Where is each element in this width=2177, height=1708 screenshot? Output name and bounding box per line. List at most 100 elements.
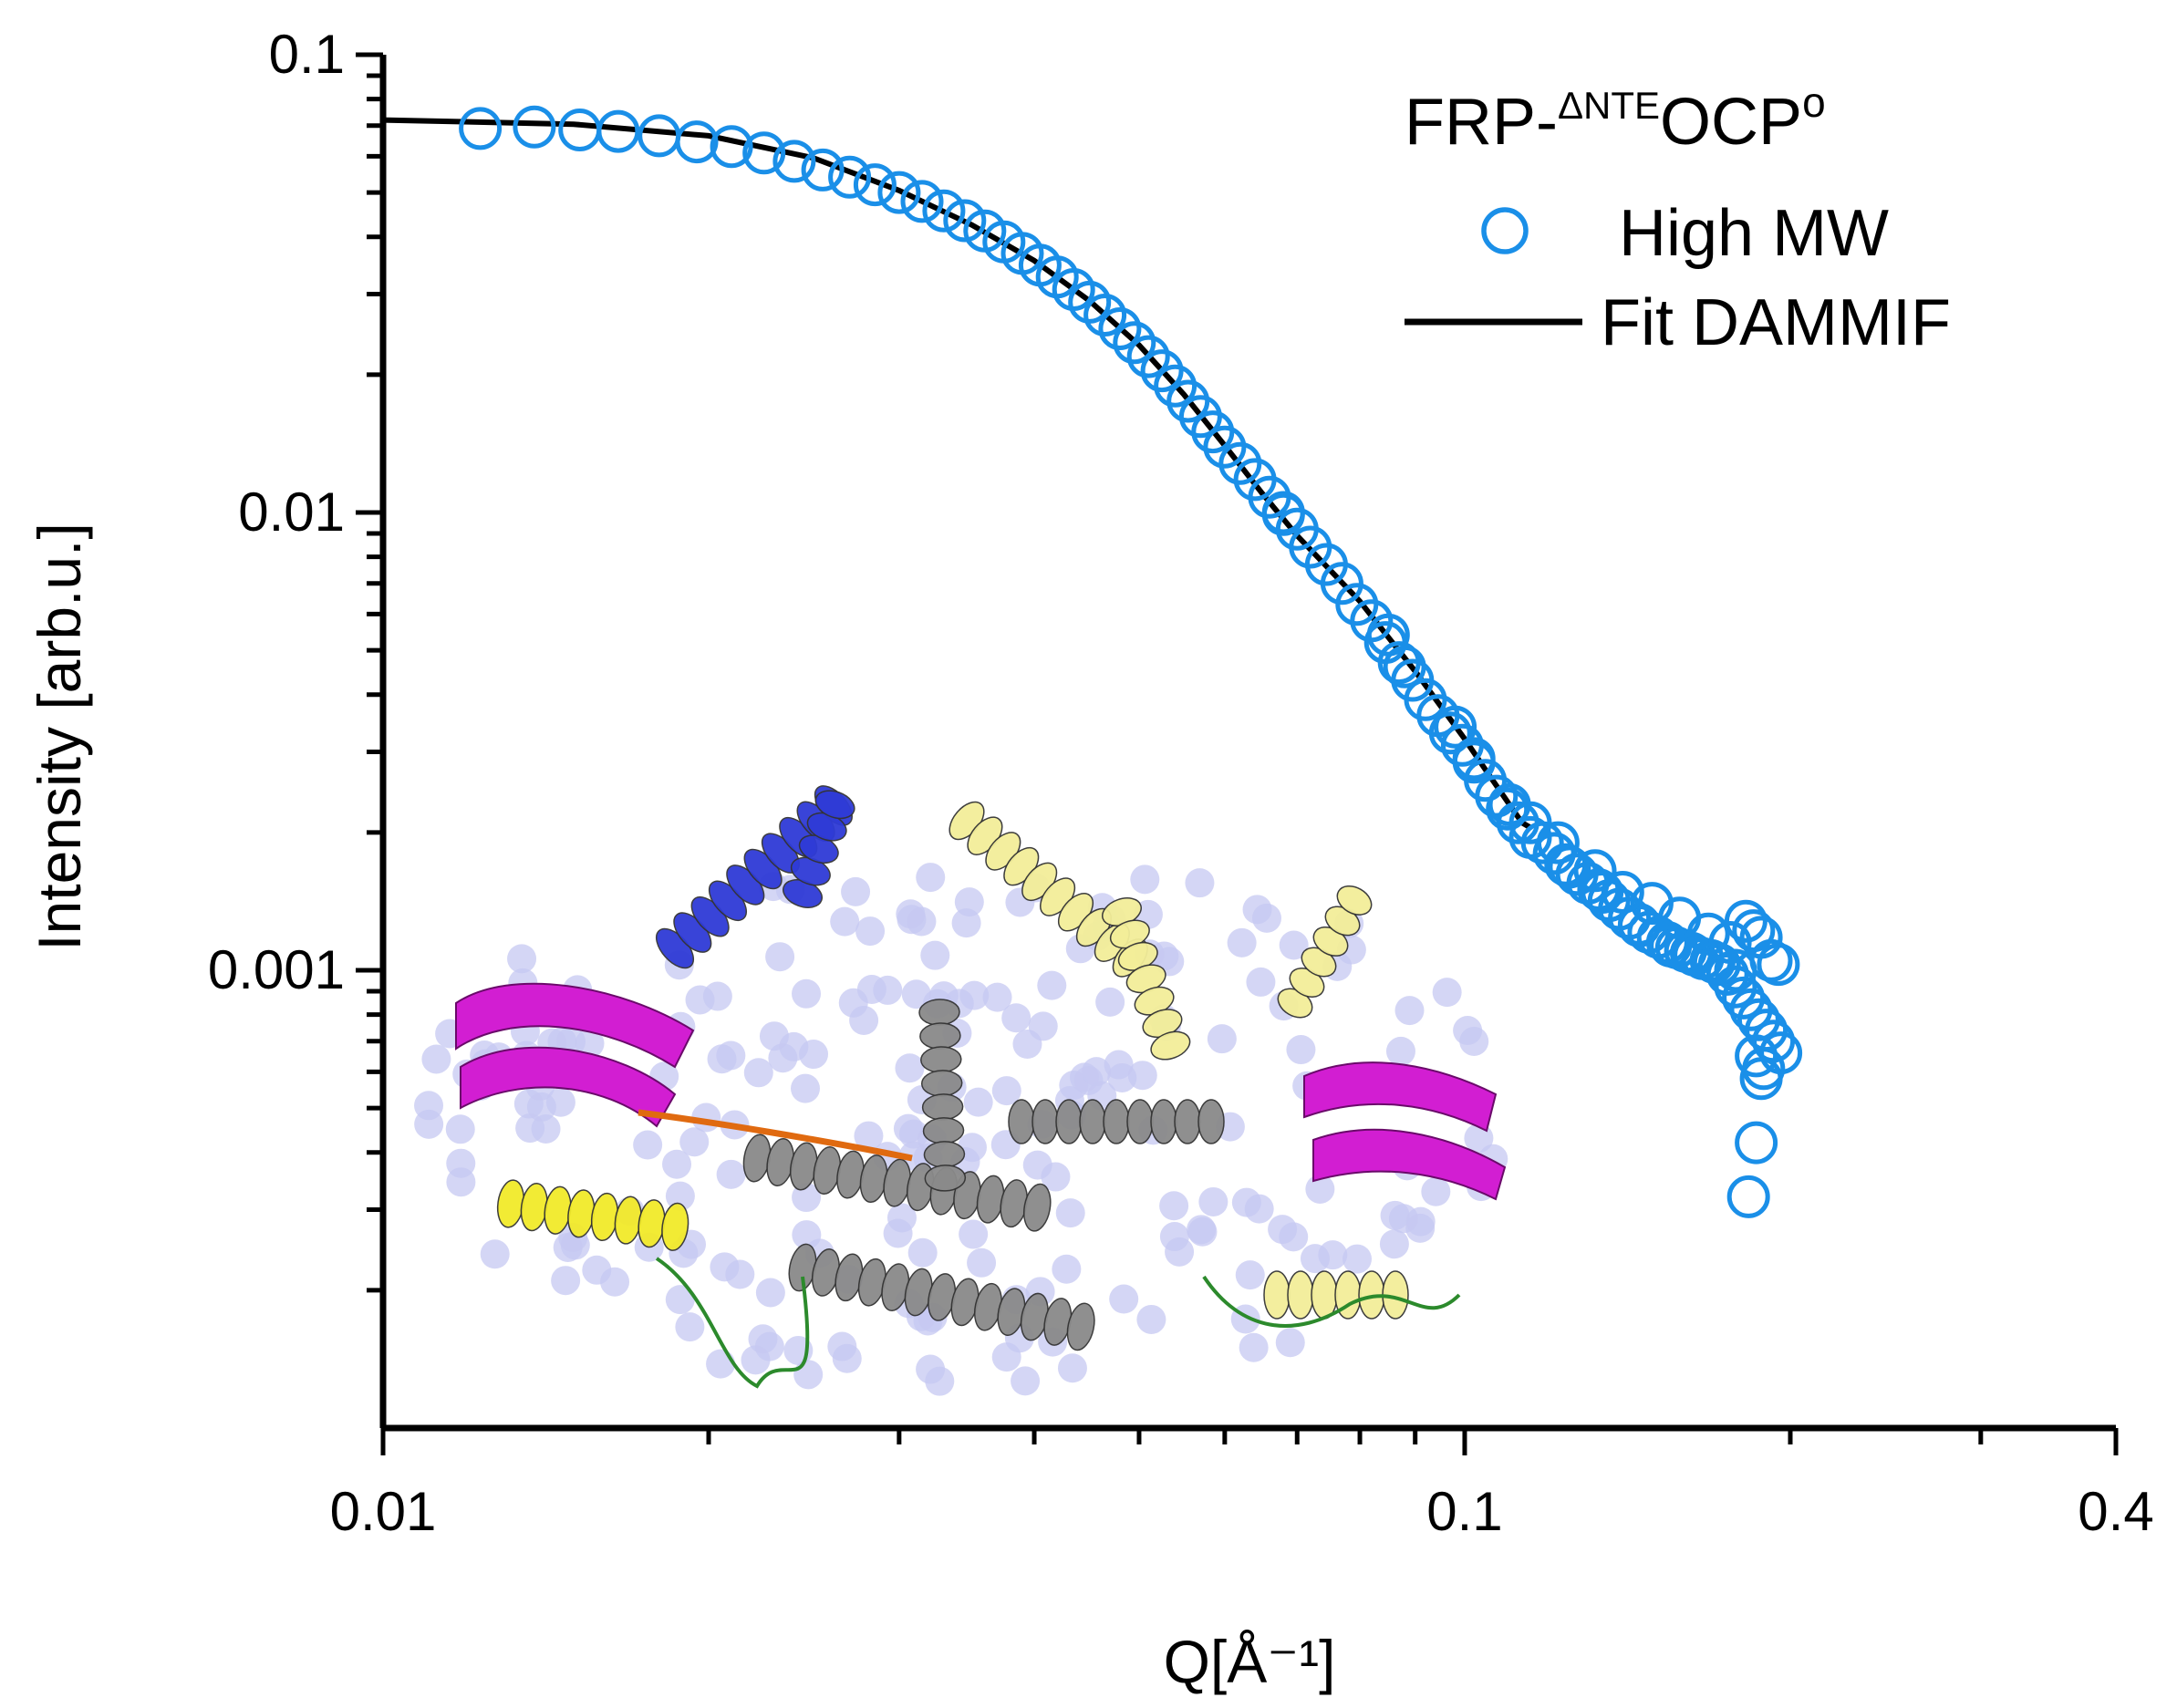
data-point bbox=[900, 180, 944, 223]
helix-gray-4-turn bbox=[1150, 1099, 1177, 1144]
data-point bbox=[1488, 782, 1531, 826]
data-point bbox=[1630, 882, 1674, 926]
bead-sphere bbox=[982, 982, 1012, 1012]
helix-gray-4-turn bbox=[1126, 1099, 1154, 1144]
fit-line-series bbox=[382, 117, 1532, 831]
data-point bbox=[1536, 821, 1580, 864]
helix-gray-3 bbox=[918, 999, 967, 1192]
bead-sphere bbox=[665, 1285, 695, 1315]
data-point bbox=[1068, 280, 1112, 324]
carotenoid-chain bbox=[638, 1109, 913, 1162]
data-point bbox=[772, 140, 816, 183]
helix-pale-yellow-4 bbox=[1277, 885, 1373, 1019]
bead-sphere bbox=[1037, 970, 1067, 1000]
bead-sphere bbox=[1268, 1215, 1298, 1245]
bead-sphere bbox=[1207, 1024, 1237, 1054]
data-point bbox=[1757, 943, 1800, 987]
x-tick-label: 0.4 bbox=[2078, 1481, 2153, 1542]
bead-sphere bbox=[446, 1148, 476, 1178]
helix-gray-3-turn bbox=[919, 1022, 961, 1050]
bead-sphere bbox=[1130, 864, 1160, 895]
helix-gray-3-turn bbox=[922, 1117, 965, 1144]
bead-sphere bbox=[445, 1114, 475, 1144]
helix-gray-4-turn bbox=[1079, 1099, 1106, 1144]
data-point bbox=[1083, 294, 1127, 336]
legend-marker-high-mw bbox=[1481, 207, 1529, 254]
y-tick-label: 0.1 bbox=[269, 24, 345, 85]
bead-sphere bbox=[1159, 1222, 1189, 1252]
bead-sphere bbox=[1109, 1284, 1139, 1314]
helix-gray-4-turn bbox=[1103, 1099, 1130, 1144]
y-ticks: 0.1 0.01 0.001 bbox=[208, 24, 383, 1293]
bead-sphere bbox=[743, 1058, 773, 1088]
y-tick-label: 0.01 bbox=[238, 481, 345, 543]
helix-pale-yellow-3 bbox=[1263, 1270, 1409, 1320]
bead-sphere bbox=[873, 975, 903, 1005]
helix-gray-3-turn bbox=[920, 1046, 962, 1073]
data-point bbox=[1113, 321, 1156, 365]
data-point bbox=[1649, 924, 1693, 968]
data-point bbox=[513, 105, 556, 149]
data-point bbox=[1154, 364, 1197, 408]
bead-sphere bbox=[421, 1044, 451, 1074]
bead-sphere bbox=[920, 940, 950, 970]
bead-sphere bbox=[1380, 1200, 1410, 1230]
helix-yellow-turn bbox=[661, 1202, 689, 1251]
bead-sphere bbox=[967, 1247, 997, 1278]
helix-yellow bbox=[496, 1179, 689, 1251]
data-point bbox=[1735, 1121, 1778, 1165]
bead-sphere bbox=[1001, 1003, 1031, 1033]
bead-sphere bbox=[1227, 927, 1257, 958]
bead-sphere bbox=[513, 1089, 544, 1119]
data-point bbox=[459, 107, 503, 150]
legend-title-sup2: o bbox=[1802, 78, 1826, 126]
bead-sphere bbox=[1342, 1244, 1373, 1274]
data-point bbox=[1475, 774, 1519, 818]
data-point bbox=[1742, 1047, 1786, 1091]
bead-sphere bbox=[1379, 1229, 1409, 1259]
helix-pale-yellow-3-turn bbox=[1311, 1270, 1338, 1320]
bead-sphere bbox=[838, 988, 868, 1018]
bead-sphere bbox=[675, 1312, 705, 1342]
bead-sphere bbox=[1136, 1304, 1166, 1334]
bead-sphere bbox=[1251, 903, 1281, 933]
beta-sheet-right bbox=[1303, 1061, 1498, 1133]
legend-label-high-mw: High MW bbox=[1619, 197, 1889, 270]
bead-sphere bbox=[951, 908, 981, 938]
bead-sphere bbox=[716, 1040, 746, 1071]
bead-sphere bbox=[1187, 1215, 1217, 1245]
helix-gray-4-turn bbox=[1008, 1099, 1035, 1144]
helix-pale-yellow-3-turn bbox=[1287, 1270, 1314, 1320]
bead-sphere bbox=[792, 978, 822, 1009]
x-tick-label: 0.1 bbox=[1426, 1481, 1502, 1542]
helix-gray-3-turn bbox=[921, 1093, 964, 1121]
helix-gray-3-turn bbox=[918, 999, 960, 1026]
bead-sphere bbox=[1028, 1011, 1058, 1041]
x-ticks: 0.01 0.1 0.4 bbox=[330, 1428, 2154, 1542]
data-point bbox=[1098, 307, 1142, 350]
data-point bbox=[1452, 737, 1496, 781]
bead-sphere bbox=[1057, 1353, 1087, 1383]
bead-sphere bbox=[1246, 967, 1276, 997]
data-point bbox=[710, 125, 753, 169]
bead-sphere bbox=[1453, 1016, 1483, 1046]
bead-sphere bbox=[1300, 1244, 1330, 1274]
bead-sphere bbox=[755, 1278, 785, 1308]
bead-sphere bbox=[1055, 1198, 1085, 1228]
axes bbox=[379, 55, 2116, 1432]
legend-label-fit: Fit DAMMIF bbox=[1601, 286, 1951, 359]
bead-sphere bbox=[1041, 1162, 1071, 1192]
bead-sphere bbox=[765, 942, 795, 972]
helix-gray-turn bbox=[1023, 1183, 1052, 1232]
bead-sphere bbox=[893, 1113, 923, 1144]
bead-sphere bbox=[883, 1218, 913, 1248]
data-point bbox=[638, 114, 681, 158]
helix-blue-short bbox=[783, 790, 855, 908]
helix-gray-4-turn bbox=[1174, 1099, 1201, 1144]
data-point bbox=[1261, 491, 1305, 534]
legend-title: FRP-ΔNTEOCPo bbox=[1405, 78, 1826, 159]
helix-pale-yellow-2-turn bbox=[1150, 1030, 1191, 1061]
bead-sphere bbox=[414, 1091, 444, 1121]
helix-gray-4-turn bbox=[1031, 1099, 1059, 1144]
